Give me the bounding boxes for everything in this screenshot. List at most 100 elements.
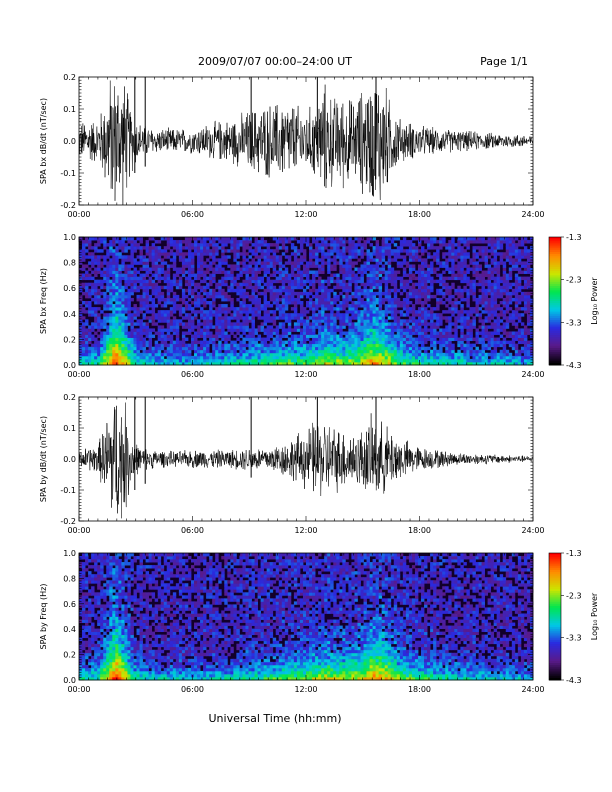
spectrogram-cell bbox=[157, 285, 162, 290]
spectrogram-cell bbox=[309, 316, 313, 320]
spectrogram-cell bbox=[457, 361, 461, 366]
spectrogram-cell bbox=[94, 288, 98, 293]
spectrogram-cell bbox=[396, 343, 401, 348]
spectrogram-cell bbox=[278, 261, 283, 265]
spectrogram-cell bbox=[493, 352, 498, 357]
spectrogram-cell bbox=[414, 358, 419, 363]
spectrogram-cell bbox=[109, 334, 113, 338]
spectrogram-cell bbox=[490, 291, 495, 296]
spectrogram-cell bbox=[384, 322, 389, 326]
spectrogram-cell bbox=[302, 273, 307, 278]
spectrogram-cell bbox=[457, 261, 461, 265]
spectrogram-cell bbox=[145, 331, 150, 335]
spectrogram-cell bbox=[133, 358, 137, 363]
spectrogram-cell bbox=[354, 273, 358, 278]
spectrogram-cell bbox=[463, 276, 467, 281]
spectrogram-cell bbox=[381, 276, 386, 281]
spectrogram-cell bbox=[318, 243, 322, 247]
spectrogram-cell bbox=[499, 258, 504, 262]
spectrogram-cell bbox=[236, 310, 240, 314]
spectrogram-cell bbox=[121, 240, 125, 244]
spectrogram-cell bbox=[206, 291, 210, 296]
spectrogram-cell bbox=[427, 285, 431, 290]
spectrogram-cell bbox=[433, 328, 437, 332]
spectrogram-cell bbox=[260, 252, 265, 256]
spectrogram-cell bbox=[354, 301, 358, 305]
spectrogram-cell bbox=[130, 291, 134, 296]
spectrogram-cell bbox=[478, 325, 482, 329]
spectrogram-cell bbox=[145, 240, 150, 244]
spectrogram-cell bbox=[484, 261, 488, 265]
spectrogram-cell bbox=[94, 355, 98, 360]
spectrogram-cell bbox=[315, 255, 319, 259]
spectrogram-cell bbox=[239, 322, 243, 326]
spectrogram-cell bbox=[411, 361, 416, 366]
spectrogram-cell bbox=[402, 349, 407, 354]
spectrogram-cell bbox=[269, 310, 274, 314]
spectrogram-cell bbox=[157, 346, 162, 351]
spectrogram-cell bbox=[399, 249, 404, 253]
spectrogram-cell bbox=[118, 316, 122, 320]
spectrogram-cell bbox=[324, 328, 328, 332]
spectrogram-cell bbox=[318, 310, 322, 314]
spectrogram-cell bbox=[154, 255, 159, 259]
spectrogram-cell bbox=[215, 346, 219, 351]
spectrogram-cell bbox=[309, 258, 313, 262]
spectrogram-cell bbox=[154, 288, 159, 293]
spectrogram-cell bbox=[209, 337, 213, 342]
spectrogram-cell bbox=[502, 291, 507, 296]
spectrogram-cell bbox=[433, 325, 437, 329]
spectrogram-cell bbox=[315, 270, 319, 274]
spectrogram-cell bbox=[381, 316, 386, 320]
spectrogram-cell bbox=[387, 361, 392, 366]
spectrogram-cell bbox=[445, 352, 449, 357]
spectrogram-cell bbox=[321, 240, 325, 244]
spectrogram-cell bbox=[460, 310, 464, 314]
spectrogram-cell bbox=[375, 285, 380, 290]
spectrogram-cell bbox=[433, 358, 437, 363]
spectrogram-cell bbox=[88, 349, 92, 354]
spectrogram-cell bbox=[472, 319, 476, 323]
spectrogram-cell bbox=[421, 279, 425, 284]
spectrogram-cell bbox=[257, 301, 261, 305]
spectrogram-cell bbox=[360, 243, 364, 247]
spectrogram-cell bbox=[405, 325, 410, 329]
spectrogram-cell bbox=[336, 240, 340, 244]
spectrogram-cell bbox=[399, 246, 404, 250]
spectrogram-cell bbox=[278, 285, 283, 290]
spectrogram-cell bbox=[236, 361, 240, 366]
spectrogram-cell bbox=[421, 246, 425, 250]
spectrogram-cell bbox=[281, 355, 286, 360]
spectrogram-cell bbox=[190, 267, 195, 271]
spectrogram-cell bbox=[496, 361, 501, 366]
spectrogram-cell bbox=[272, 349, 277, 354]
spectrogram-cell bbox=[97, 325, 101, 329]
spectrogram-cell bbox=[172, 267, 177, 271]
spectrogram-cell bbox=[269, 346, 274, 351]
spectrogram-cell bbox=[209, 334, 213, 338]
spectrogram-cell bbox=[327, 337, 331, 342]
spectrogram-cell bbox=[439, 349, 443, 354]
x-tick-label: 18:00 bbox=[408, 210, 431, 219]
spectrogram-cell bbox=[302, 337, 307, 342]
spectrogram-cell bbox=[511, 361, 516, 366]
spectrogram-cell bbox=[88, 325, 92, 329]
spectrogram-cell bbox=[481, 325, 485, 329]
spectrogram-cell bbox=[263, 358, 268, 363]
spectrogram-cell bbox=[481, 319, 485, 323]
spectrogram-cell bbox=[133, 316, 137, 320]
spectrogram-cell bbox=[302, 352, 307, 357]
spectrogram-cell bbox=[215, 334, 219, 338]
spectrogram-cell bbox=[342, 346, 346, 351]
spectrogram-cell bbox=[197, 252, 201, 256]
spectrogram-cell bbox=[157, 355, 162, 360]
spectrogram-cell bbox=[175, 340, 180, 345]
spectrogram-cell bbox=[439, 297, 443, 302]
spectrogram-cell bbox=[248, 240, 252, 244]
spectrogram-cell bbox=[139, 361, 143, 366]
spectrogram-cell bbox=[496, 243, 501, 247]
spectrogram-cell bbox=[339, 249, 343, 253]
spectrogram-cell bbox=[499, 361, 504, 366]
spectrogram-cell bbox=[433, 316, 437, 320]
spectrogram-cell bbox=[463, 258, 467, 262]
